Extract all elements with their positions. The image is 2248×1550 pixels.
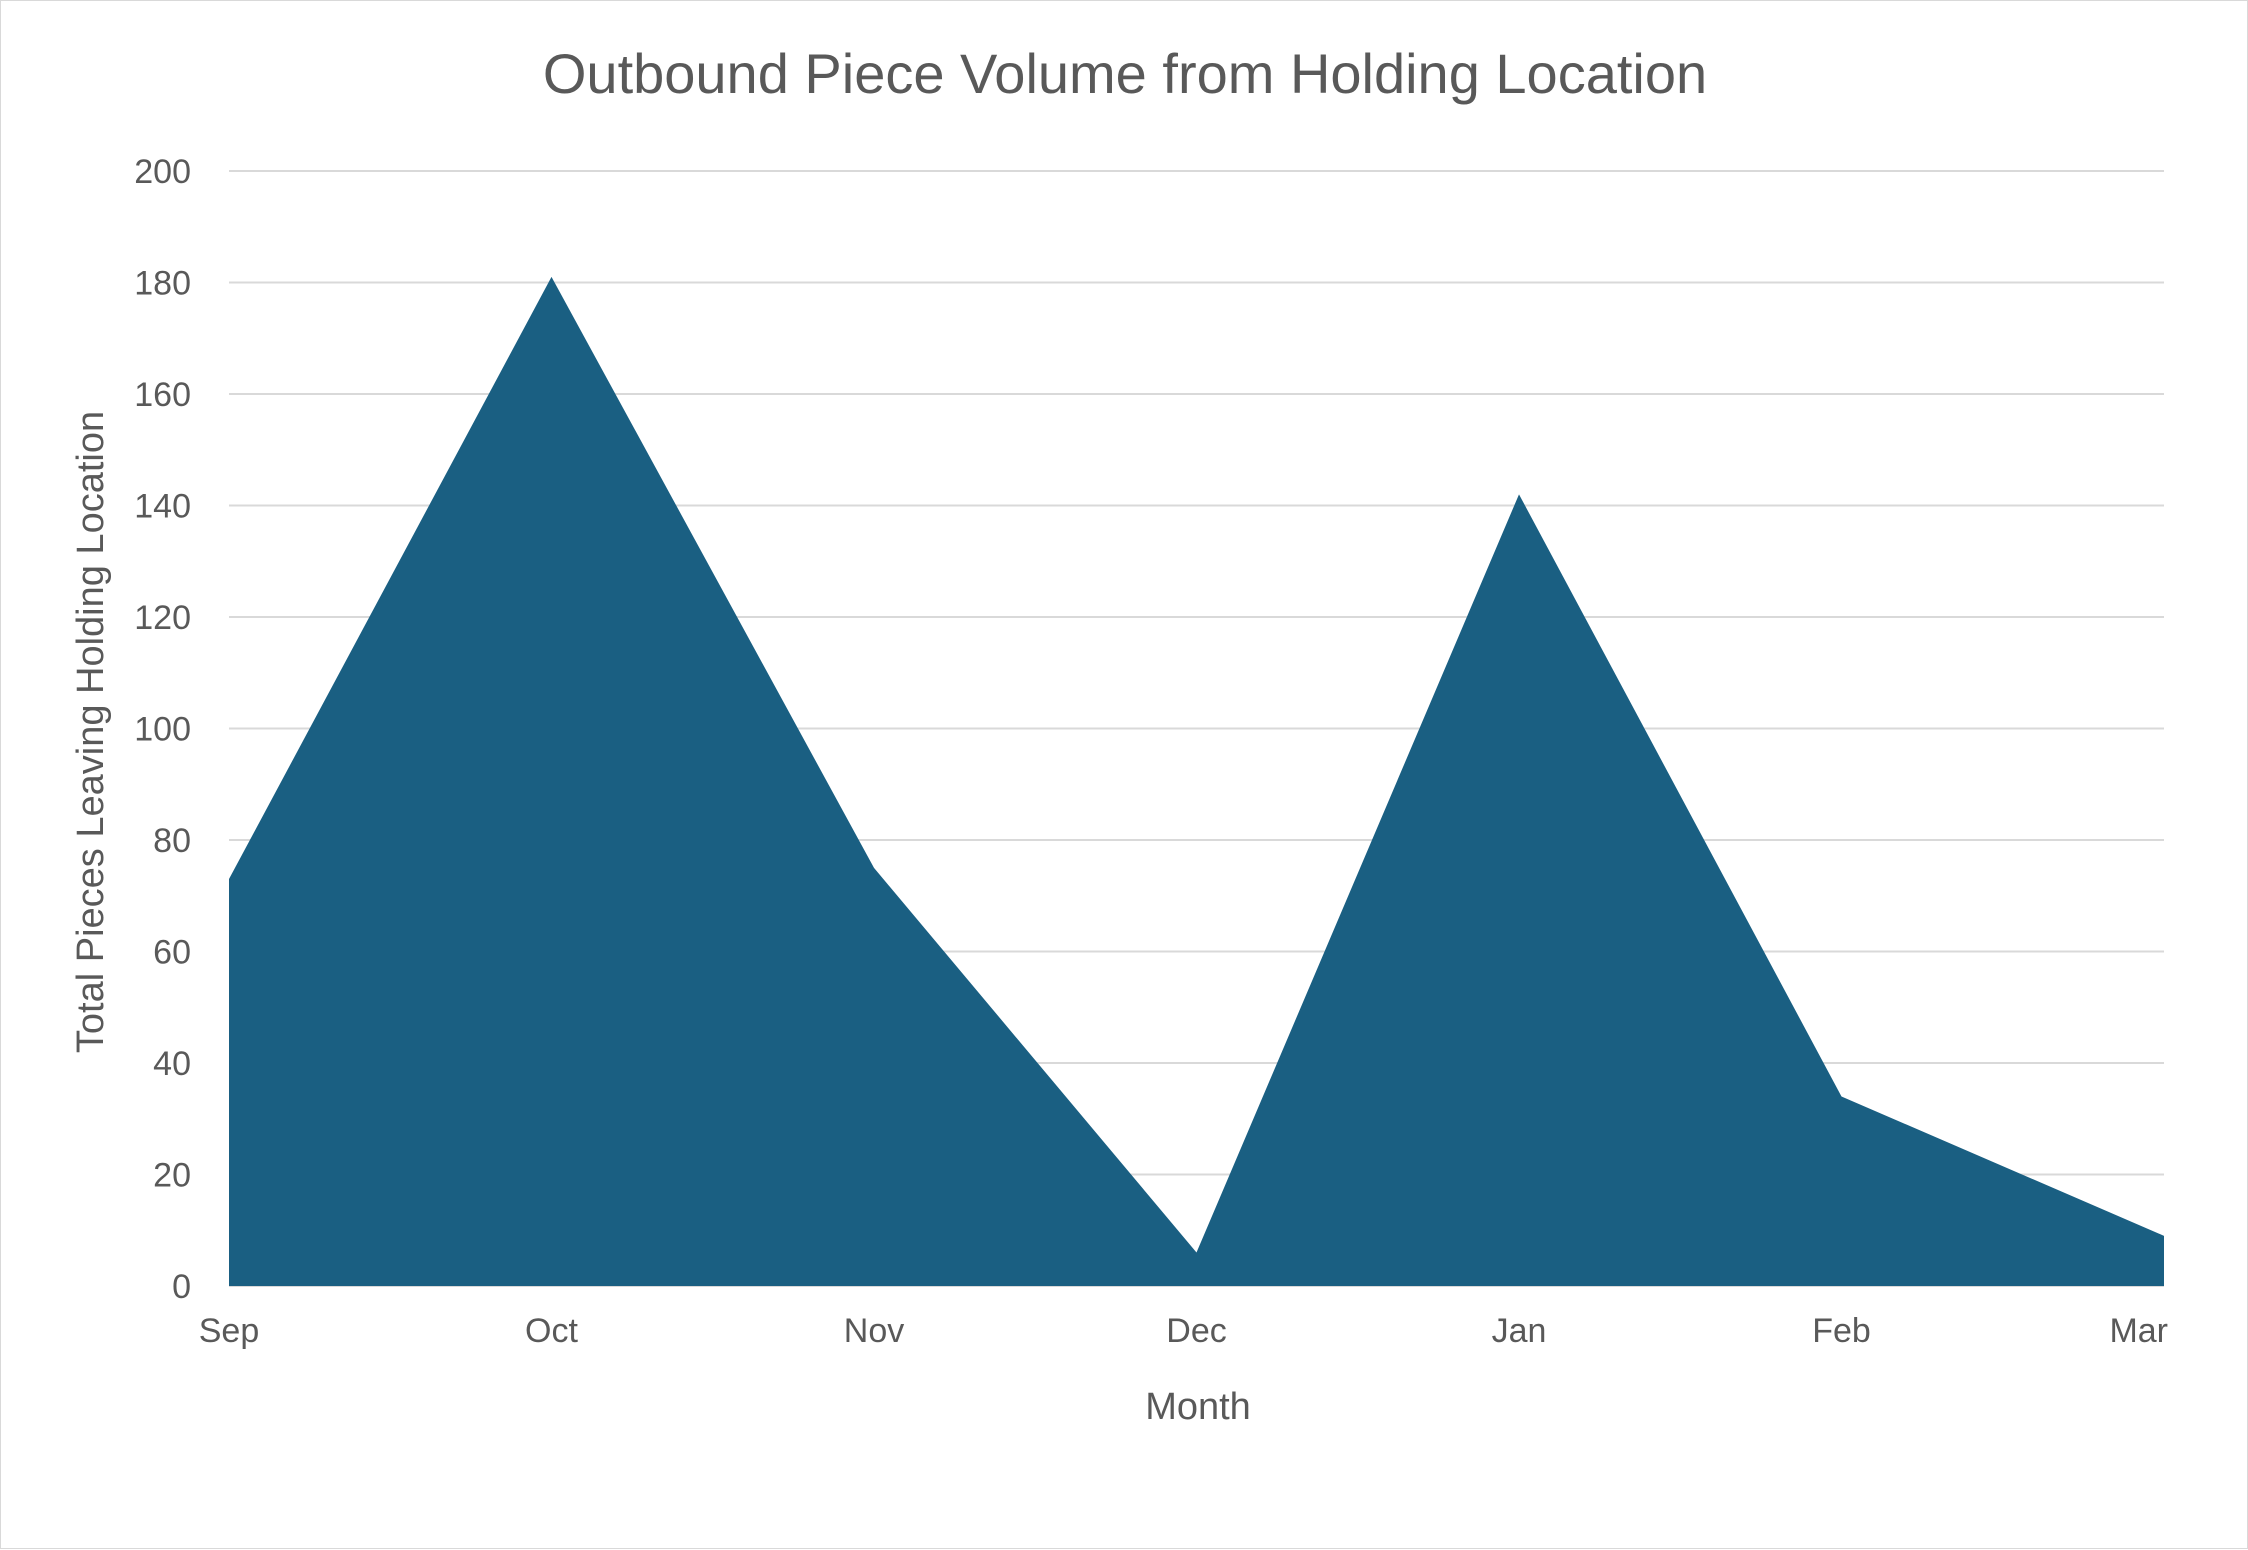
- series-layer: [229, 276, 2164, 1286]
- y-tick-label: 160: [134, 376, 191, 414]
- x-axis-tick-labels: Sep Oct Nov Dec Jan Feb Mar: [199, 1312, 2168, 1350]
- y-tick-label: 200: [134, 153, 191, 191]
- x-tick-label-jan: Jan: [1492, 1312, 1547, 1350]
- x-tick-label-feb: Feb: [1812, 1312, 1871, 1350]
- x-tick-label-nov: Nov: [844, 1312, 904, 1350]
- x-tick-label-mar: Mar: [2109, 1312, 2168, 1350]
- y-tick-label: 80: [153, 822, 191, 860]
- y-tick-label: 100: [134, 711, 191, 749]
- y-tick-label: 0: [172, 1268, 191, 1306]
- x-axis-title: Month: [1145, 1386, 1251, 1428]
- y-tick-label: 20: [153, 1157, 191, 1195]
- y-tick-label: 120: [134, 599, 191, 637]
- y-tick-label: 140: [134, 488, 191, 526]
- area-series-0: [229, 276, 2164, 1286]
- y-axis-title: Total Pieces Leaving Holding Location: [70, 411, 112, 1053]
- x-tick-label-dec: Dec: [1166, 1312, 1226, 1350]
- y-axis-tick-labels: 0 20 40 60 80 100 120 140 160 180 200: [134, 153, 191, 1306]
- x-tick-label-oct: Oct: [525, 1312, 578, 1350]
- y-tick-label: 180: [134, 265, 191, 303]
- y-tick-label: 40: [153, 1045, 191, 1083]
- x-tick-label-sep: Sep: [199, 1312, 260, 1350]
- chart-title: Outbound Piece Volume from Holding Locat…: [543, 42, 1707, 105]
- y-tick-label: 60: [153, 934, 191, 972]
